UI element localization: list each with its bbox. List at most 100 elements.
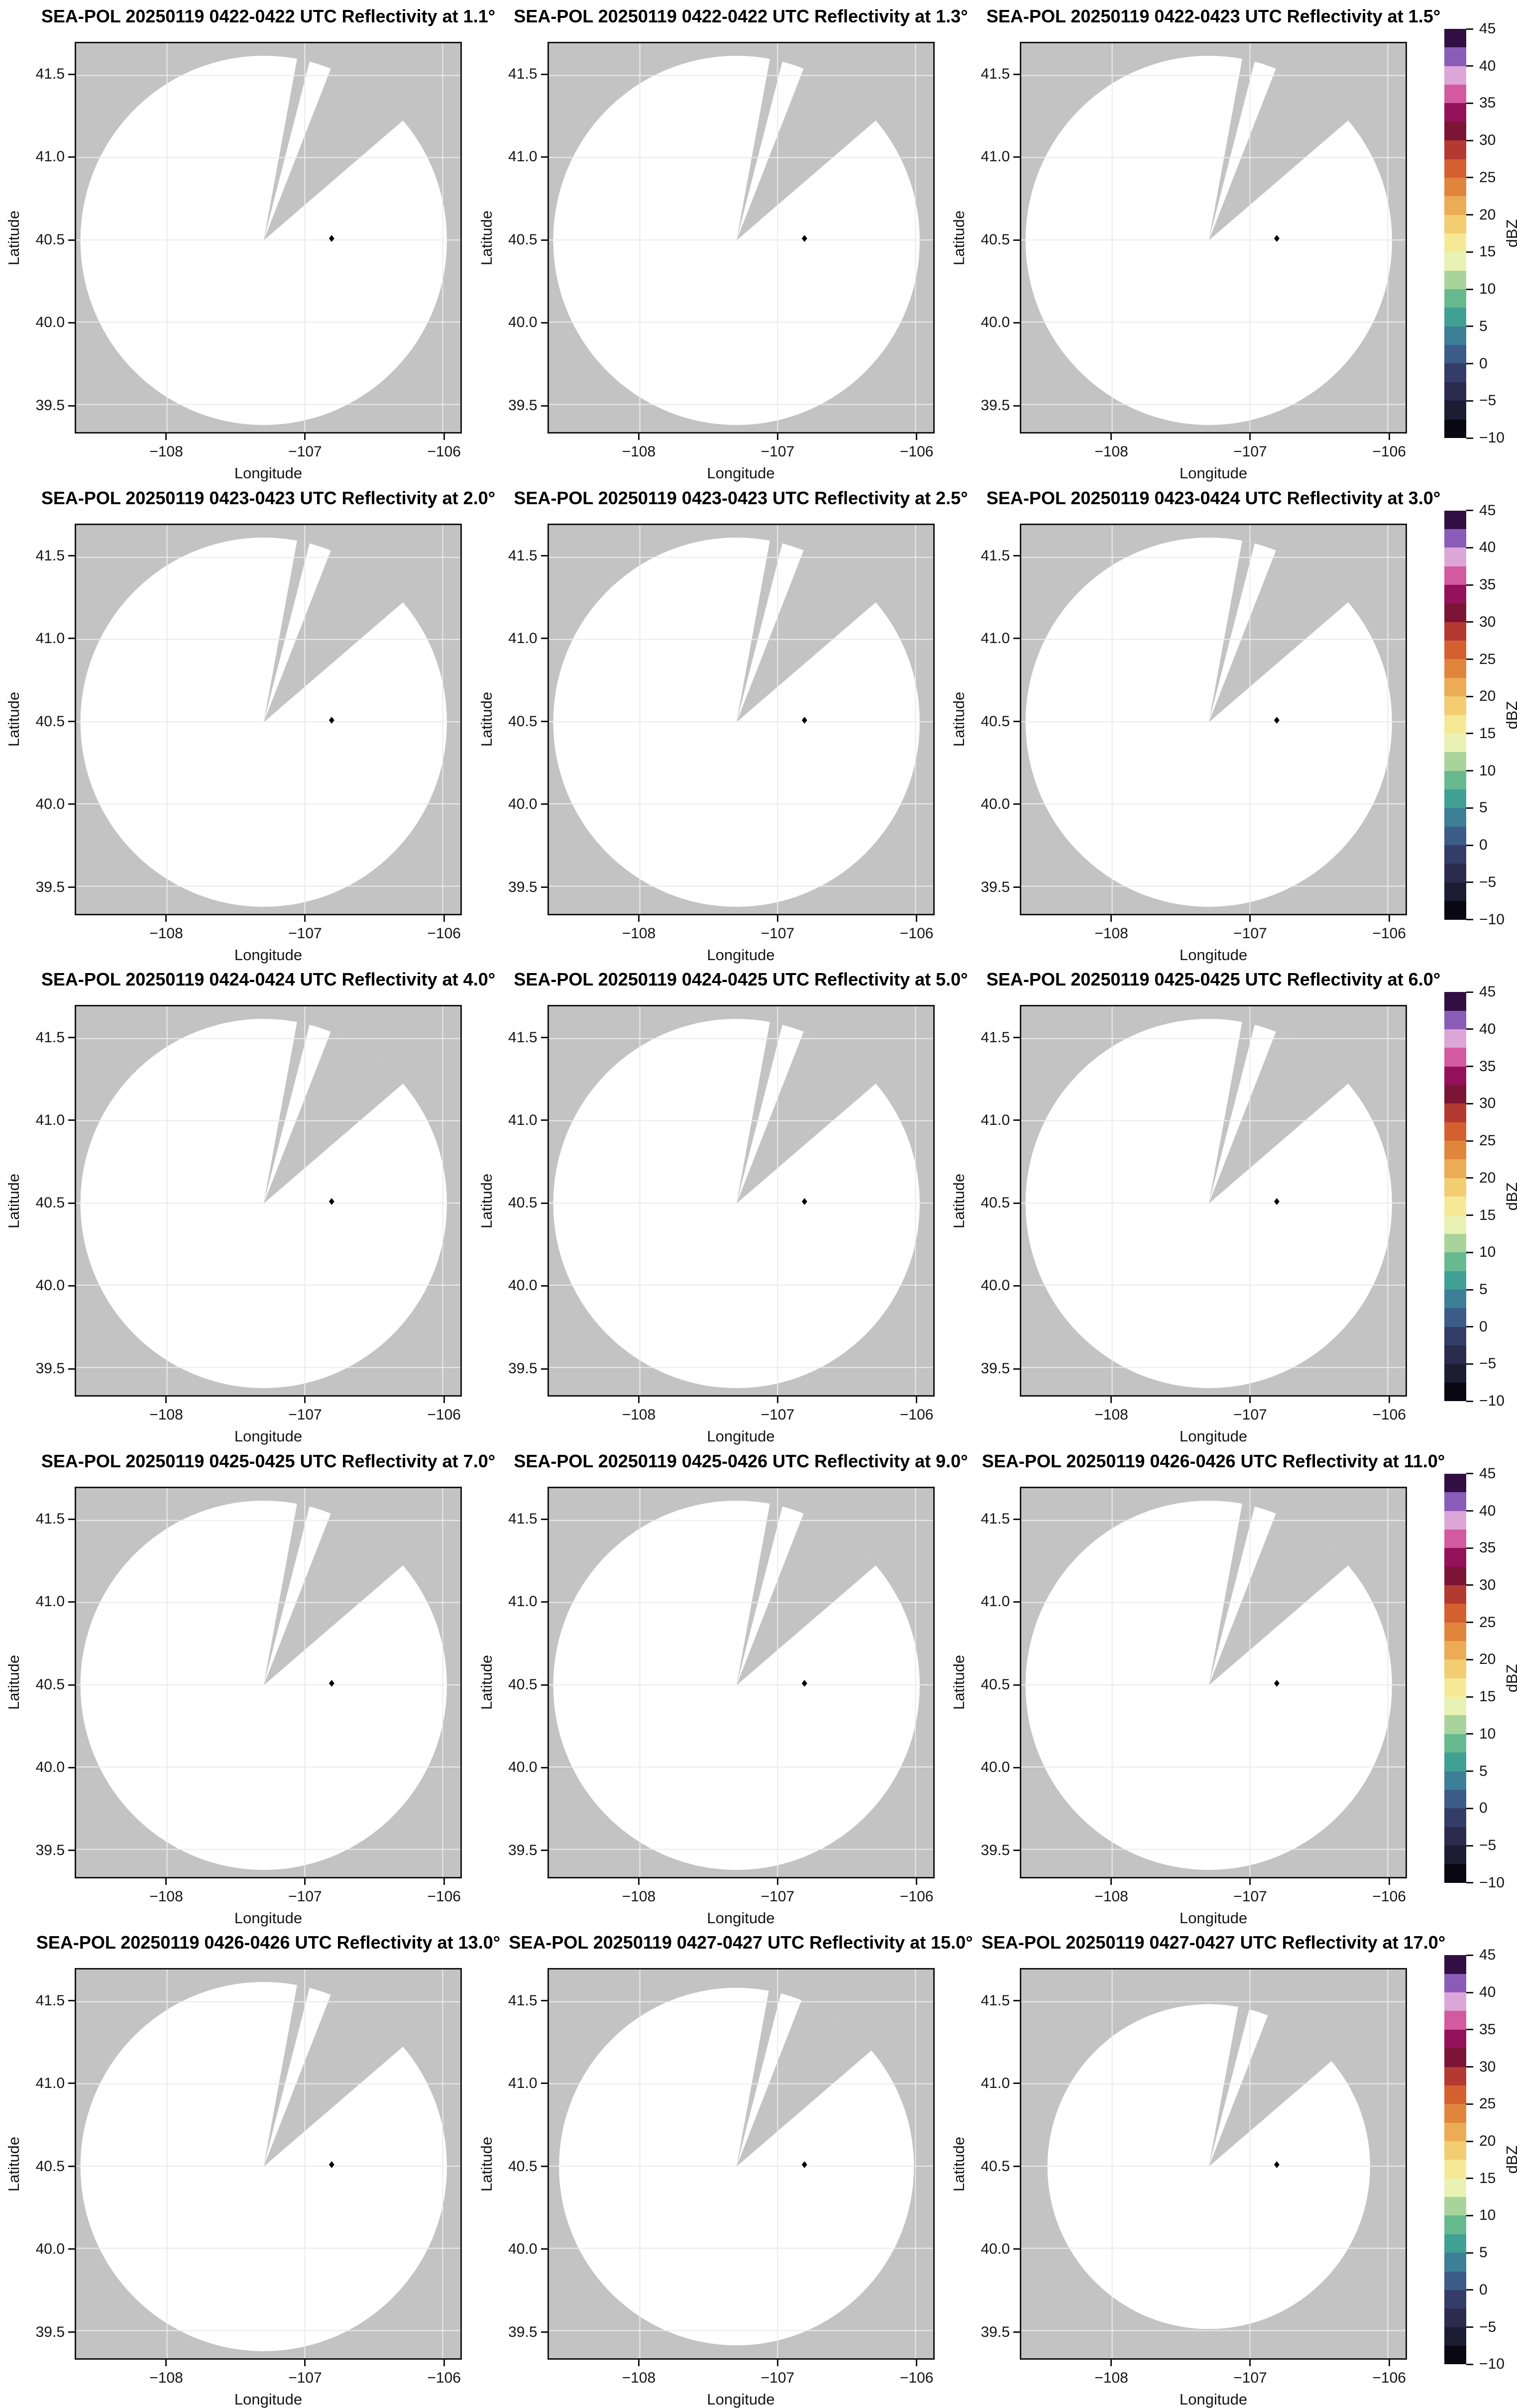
x-tick: [304, 915, 306, 922]
x-axis-label: Longitude: [707, 464, 775, 482]
colorbar-label: dBZ: [1503, 701, 1517, 730]
x-tick-label: −108: [622, 1888, 656, 1905]
colorbar-tick-label: 20: [1479, 2133, 1496, 2150]
colorbar-band: [1444, 215, 1466, 233]
colorbar-band: [1444, 2253, 1466, 2272]
colorbar-band: [1444, 196, 1466, 215]
colorbar-tick-label: 40: [1479, 1984, 1496, 2001]
colorbar-tick-label: −10: [1479, 430, 1505, 446]
x-tick-label: −106: [1372, 2370, 1406, 2387]
y-tick: [68, 405, 75, 407]
site-marker-dot: [328, 2161, 334, 2169]
y-tick-label: 40.0: [980, 314, 1010, 331]
x-axis-label: Longitude: [234, 2391, 303, 2408]
y-tick-label: 40.0: [35, 795, 65, 812]
y-tick: [541, 886, 547, 888]
colorbar-tick: [1466, 1733, 1473, 1735]
x-tick: [776, 1397, 778, 1404]
colorbar-band: [1444, 1215, 1466, 1234]
y-tick: [1013, 1368, 1020, 1370]
colorbar-tick-label: 45: [1479, 984, 1496, 1000]
x-axis-label: Longitude: [234, 464, 303, 482]
colorbar-band: [1444, 1566, 1466, 1585]
y-tick: [1013, 239, 1020, 241]
y-tick-label: 40.5: [980, 1676, 1010, 1693]
y-tick: [1013, 322, 1020, 324]
map-panel: [547, 523, 935, 915]
y-tick-label: 41.0: [35, 630, 65, 647]
x-tick-label: −107: [288, 1407, 322, 1423]
y-tick-label: 41.0: [508, 630, 538, 647]
y-tick-label: 41.0: [35, 148, 65, 165]
y-tick-label: 41.5: [35, 1992, 65, 2009]
colorbar-band: [1444, 121, 1466, 141]
y-tick: [1013, 156, 1020, 158]
colorbar: [1444, 29, 1466, 438]
colorbar-tick-label: 25: [1479, 1132, 1496, 1149]
colorbar-tick: [1466, 770, 1473, 772]
colorbar-band: [1444, 1992, 1466, 2011]
colorbar-tick: [1466, 807, 1473, 809]
y-tick: [68, 73, 75, 75]
y-tick: [68, 1285, 75, 1287]
colorbar-tick: [1466, 214, 1473, 216]
map-panel: [547, 1486, 935, 1878]
y-tick: [1013, 1119, 1020, 1121]
colorbar-band: [1444, 2085, 1466, 2104]
x-tick-label: −108: [149, 443, 183, 460]
colorbar-tick-label: −10: [1479, 911, 1505, 928]
x-tick-label: −107: [1233, 443, 1267, 460]
map-panel: [75, 1486, 462, 1878]
colorbar-tick-label: −5: [1479, 1837, 1497, 1854]
colorbar-tick-label: 0: [1479, 1800, 1488, 1817]
y-tick-label: 39.5: [35, 1360, 65, 1377]
x-axis-label: Longitude: [707, 1427, 775, 1445]
colorbar-band: [1444, 2215, 1466, 2234]
colorbar-tick: [1466, 1363, 1473, 1365]
colorbar-tick-label: 40: [1479, 539, 1496, 556]
y-tick: [68, 1119, 75, 1121]
y-tick-label: 41.0: [35, 2075, 65, 2091]
colorbar-tick-label: −5: [1479, 874, 1497, 890]
colorbar-band: [1444, 2122, 1466, 2141]
x-tick-label: −107: [760, 1888, 795, 1905]
colorbar-tick: [1466, 1622, 1473, 1624]
colorbar-band: [1444, 1845, 1466, 1864]
y-tick-label: 40.5: [508, 231, 538, 248]
y-tick: [68, 1518, 75, 1520]
y-tick: [68, 1601, 75, 1603]
colorbar-tick: [1466, 251, 1473, 253]
colorbar-tick: [1466, 1102, 1473, 1104]
x-tick: [304, 2360, 306, 2367]
y-tick-label: 40.0: [35, 2240, 65, 2257]
y-tick: [1013, 2248, 1020, 2250]
x-tick: [1249, 2360, 1251, 2367]
x-tick-label: −106: [427, 925, 461, 942]
colorbar-tick: [1466, 1584, 1473, 1586]
colorbar-band: [1444, 2234, 1466, 2253]
y-tick: [541, 1368, 547, 1370]
y-tick: [1013, 1850, 1020, 1852]
colorbar-band: [1444, 345, 1466, 364]
y-axis-label: Latitude: [5, 2136, 22, 2192]
y-tick-label: 39.5: [980, 397, 1010, 414]
colorbar-band: [1444, 1066, 1466, 1085]
colorbar-tick: [1466, 733, 1473, 735]
y-tick: [1013, 405, 1020, 407]
x-tick-label: −108: [622, 1407, 656, 1423]
y-tick: [541, 638, 547, 640]
y-tick: [1013, 1285, 1020, 1287]
colorbar-tick: [1466, 2029, 1473, 2031]
y-tick: [1013, 2331, 1020, 2333]
x-tick-label: −108: [1094, 2370, 1128, 2387]
y-tick: [1013, 1202, 1020, 1204]
colorbar-tick-label: 20: [1479, 206, 1496, 223]
panel-title: SEA-POL 20250119 0425-0425 UTC Reflectiv…: [986, 969, 1441, 990]
x-tick-label: −107: [1233, 1888, 1267, 1905]
y-tick-label: 39.5: [35, 1842, 65, 1859]
colorbar-tick-label: 45: [1479, 1947, 1496, 1964]
y-axis-label: Latitude: [477, 1655, 495, 1710]
colorbar-band: [1444, 47, 1466, 66]
colorbar-band: [1444, 1252, 1466, 1271]
colorbar-band: [1444, 1864, 1466, 1883]
